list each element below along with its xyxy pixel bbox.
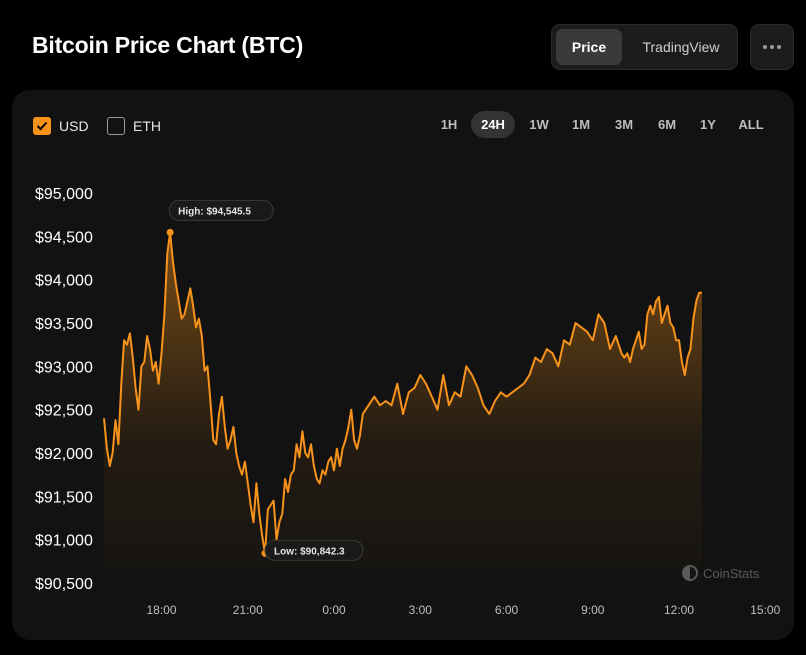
coinstats-logo-half bbox=[683, 566, 690, 580]
y-tick-label: $92,500 bbox=[35, 403, 93, 420]
y-tick-label: $90,500 bbox=[35, 576, 93, 593]
price-chart[interactable]: $95,000 $94,500 $94,000 $93,500 $93,000 $92,5… bbox=[12, 90, 794, 640]
watermark-text: CoinStats bbox=[703, 566, 760, 581]
tradingview-view-button[interactable]: TradingView bbox=[642, 39, 720, 55]
more-dot bbox=[777, 45, 781, 49]
low-callout-text: Low: $90,842.3 bbox=[274, 546, 345, 557]
chart-markers: High: $94,545.5 Low: $90,842.3 bbox=[166, 199, 364, 561]
high-point bbox=[166, 228, 174, 236]
x-tick-label: 15:00 bbox=[750, 603, 780, 617]
range-1h-button[interactable]: 1H bbox=[440, 117, 458, 132]
high-callout bbox=[168, 199, 274, 221]
more-options-button[interactable] bbox=[750, 24, 794, 70]
y-tick-label: $91,500 bbox=[35, 489, 93, 506]
chart-card: USD ETH 1H 24H 1W 1M 3M 6M 1Y ALL $95,00… bbox=[12, 90, 794, 640]
y-tick-label: $94,000 bbox=[35, 273, 93, 290]
unchecked-box-icon bbox=[107, 117, 125, 135]
price-area bbox=[104, 232, 702, 610]
range-6m-button[interactable]: 6M bbox=[657, 117, 677, 132]
usd-checkbox[interactable]: USD bbox=[33, 117, 89, 135]
low-callout bbox=[264, 539, 364, 561]
checkmark-icon bbox=[33, 117, 51, 135]
y-tick-label: $92,000 bbox=[35, 446, 93, 463]
page-title: Bitcoin Price Chart (BTC) bbox=[32, 32, 304, 58]
price-line bbox=[103, 231, 702, 555]
more-dots-icon bbox=[763, 45, 767, 49]
eth-checkbox[interactable]: ETH bbox=[107, 117, 161, 135]
coinstats-watermark: CoinStats bbox=[682, 565, 760, 581]
y-tick-label: $93,000 bbox=[35, 359, 93, 376]
y-tick-label: $93,500 bbox=[35, 316, 93, 333]
eth-label: ETH bbox=[133, 118, 161, 134]
usd-label: USD bbox=[59, 118, 89, 134]
price-view-button[interactable]: Price bbox=[556, 29, 622, 65]
view-toggle: Price TradingView bbox=[551, 24, 738, 70]
y-axis: $95,000 $94,500 $94,000 $93,500 $93,000 $92,5… bbox=[35, 186, 93, 593]
range-1w-button[interactable]: 1W bbox=[529, 117, 549, 132]
more-dot bbox=[770, 45, 774, 49]
y-tick-label: $94,500 bbox=[35, 229, 93, 246]
y-tick-label: $95,000 bbox=[35, 186, 93, 203]
range-all-button[interactable]: ALL bbox=[738, 117, 764, 132]
y-tick-label: $91,000 bbox=[35, 533, 93, 550]
high-callout-text: High: $94,545.5 bbox=[178, 206, 251, 217]
range-24h-button[interactable]: 24H bbox=[471, 111, 515, 138]
range-1m-button[interactable]: 1M bbox=[571, 117, 591, 132]
range-3m-button[interactable]: 3M bbox=[614, 117, 634, 132]
range-1y-button[interactable]: 1Y bbox=[700, 117, 716, 132]
